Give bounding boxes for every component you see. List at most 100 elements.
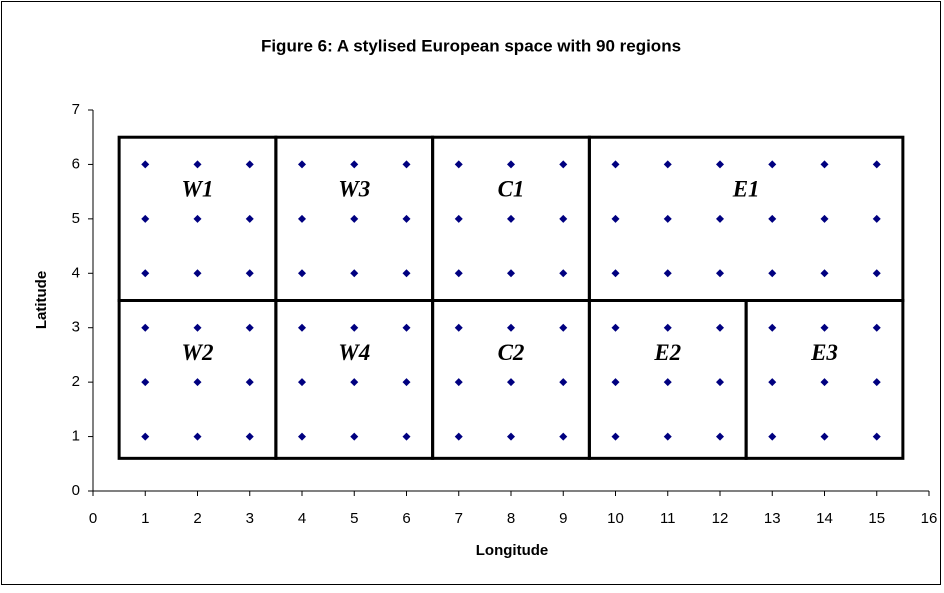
- x-tick-label: 6: [402, 510, 410, 527]
- point: [663, 160, 672, 169]
- region-label: W2: [182, 340, 214, 365]
- point: [820, 269, 829, 278]
- point: [402, 269, 411, 278]
- region-label: E1: [732, 176, 760, 201]
- point: [350, 160, 359, 169]
- point: [716, 378, 724, 387]
- y-tick-label: 7: [72, 101, 80, 118]
- point: [193, 378, 202, 387]
- chart-title: Figure 6: A stylised European space with…: [261, 36, 681, 55]
- x-tick-label: 7: [455, 510, 463, 527]
- point: [559, 378, 568, 387]
- region-box: [744, 299, 905, 460]
- point: [559, 323, 568, 332]
- point: [141, 378, 150, 387]
- x-axis-label: Longitude: [476, 542, 548, 559]
- point: [454, 214, 463, 223]
- point: [454, 378, 463, 387]
- x-tick-label: 9: [559, 510, 567, 527]
- point: [402, 160, 411, 169]
- point: [298, 214, 306, 223]
- point: [507, 214, 515, 223]
- point: [298, 378, 306, 387]
- x-tick-label: 3: [246, 510, 254, 527]
- point: [141, 214, 150, 223]
- point: [454, 323, 463, 332]
- point: [716, 323, 724, 332]
- region-label: W3: [338, 176, 370, 201]
- y-tick-label: 2: [72, 373, 80, 390]
- point: [245, 160, 254, 169]
- point: [402, 378, 411, 387]
- point: [611, 269, 620, 278]
- x-tick-label: 4: [298, 510, 306, 527]
- point: [872, 214, 881, 223]
- point: [872, 378, 881, 387]
- x-tick-label: 1: [141, 510, 149, 527]
- point: [402, 214, 411, 223]
- y-tick-label: 4: [72, 264, 80, 281]
- point: [820, 432, 829, 441]
- x-tick-label: 16: [921, 510, 938, 527]
- point: [507, 160, 515, 169]
- point: [193, 214, 202, 223]
- point: [872, 269, 881, 278]
- point: [245, 214, 254, 223]
- point: [454, 432, 463, 441]
- point: [350, 269, 359, 278]
- region-label: E2: [653, 340, 681, 365]
- point: [768, 214, 777, 223]
- point: [454, 269, 463, 278]
- point: [454, 160, 463, 169]
- point: [663, 269, 672, 278]
- point: [716, 432, 724, 441]
- point: [193, 160, 202, 169]
- point: [663, 432, 672, 441]
- point: [768, 160, 777, 169]
- point: [611, 432, 620, 441]
- point: [559, 432, 568, 441]
- point: [820, 378, 829, 387]
- point: [872, 160, 881, 169]
- x-tick-label: 14: [816, 510, 833, 527]
- point: [507, 378, 515, 387]
- point: [768, 432, 777, 441]
- point: [611, 378, 620, 387]
- point: [507, 432, 515, 441]
- point: [820, 323, 829, 332]
- point: [141, 432, 150, 441]
- point: [611, 323, 620, 332]
- point: [350, 323, 359, 332]
- point: [507, 323, 515, 332]
- point: [193, 269, 202, 278]
- y-tick-label: 5: [72, 210, 80, 227]
- x-tick-label: 10: [607, 510, 624, 527]
- point: [245, 432, 254, 441]
- x-tick-label: 15: [868, 510, 885, 527]
- point: [611, 214, 620, 223]
- x-tick-label: 0: [89, 510, 97, 527]
- point: [716, 214, 724, 223]
- point: [245, 269, 254, 278]
- point: [663, 214, 672, 223]
- point: [663, 378, 672, 387]
- point: [716, 269, 724, 278]
- point: [559, 214, 568, 223]
- point: [141, 323, 150, 332]
- point: [611, 160, 620, 169]
- point: [350, 214, 359, 223]
- point: [872, 432, 881, 441]
- point: [298, 432, 306, 441]
- point: [298, 160, 306, 169]
- region-label: W4: [338, 340, 370, 365]
- region-label: E3: [810, 340, 838, 365]
- point: [663, 323, 672, 332]
- point: [350, 432, 359, 441]
- x-tick-label: 11: [660, 510, 676, 527]
- point: [768, 323, 777, 332]
- point: [820, 214, 829, 223]
- y-tick-label: 3: [72, 319, 80, 336]
- y-tick-label: 1: [72, 428, 80, 445]
- point: [245, 378, 254, 387]
- y-tick-label: 0: [72, 482, 80, 499]
